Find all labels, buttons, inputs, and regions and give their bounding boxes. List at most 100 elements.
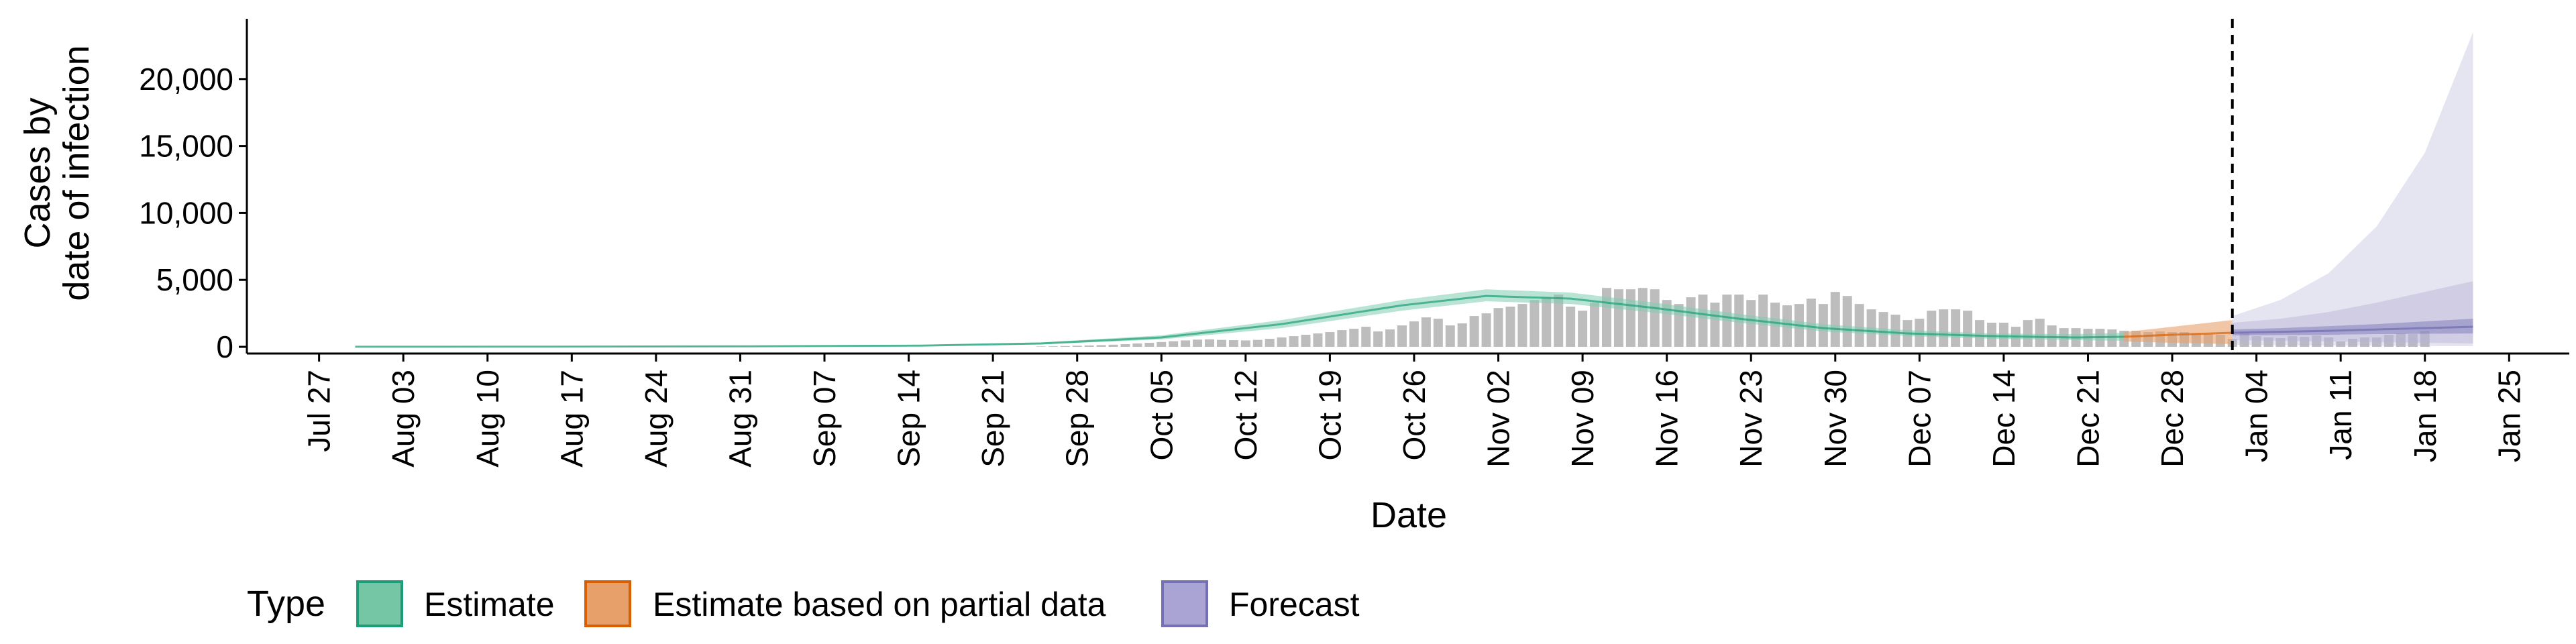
reported-cases-bar xyxy=(1252,339,1263,347)
reported-cases-bar xyxy=(2251,336,2261,347)
x-tick-label: Sep 28 xyxy=(1060,370,1095,468)
y-axis-title-line: date of infection xyxy=(56,45,97,301)
reported-cases-bar xyxy=(2348,339,2358,347)
reported-cases-bar xyxy=(1144,343,1155,347)
x-tick-label: Jan 25 xyxy=(2491,370,2526,462)
reported-cases-bar xyxy=(1433,319,1443,347)
legend-swatch xyxy=(1161,580,1208,627)
reported-cases-bar xyxy=(1963,311,1973,347)
x-tick-label: Jan 18 xyxy=(2408,370,2443,462)
reported-cases-bar xyxy=(1265,339,1275,347)
reported-cases-bar xyxy=(1373,331,1383,347)
x-tick-label: Dec 14 xyxy=(1986,370,2021,468)
forecast-median-line xyxy=(2232,325,2473,334)
reported-cases-bar xyxy=(1457,323,1467,347)
x-tick-label: Nov 23 xyxy=(1733,370,1768,468)
x-tick-label: Jul 27 xyxy=(302,370,337,452)
reported-cases-bar xyxy=(1409,321,1419,347)
reported-cases-bar xyxy=(2360,337,2370,347)
reported-cases-bar xyxy=(1505,307,1515,347)
x-tick-label: Oct 26 xyxy=(1397,370,1432,461)
x-tick-label: Dec 21 xyxy=(2070,370,2105,468)
x-tick-label: Nov 02 xyxy=(1481,370,1516,468)
legend-title: Type xyxy=(247,584,325,624)
reported-cases-bar xyxy=(2035,319,2045,347)
reported-cases-bar xyxy=(1939,309,1949,347)
reported-cases-bar xyxy=(1349,329,1359,347)
reported-cases-bar xyxy=(1036,346,1046,347)
reported-cases-bar xyxy=(1445,325,1455,347)
reported-cases-bar xyxy=(1169,341,1179,347)
reported-cases-bar xyxy=(1517,304,1527,347)
reported-cases-bar xyxy=(2336,341,2346,347)
x-tick-label: Aug 17 xyxy=(554,370,589,468)
legend-label: Estimate xyxy=(424,586,555,623)
reported-cases-bar xyxy=(1120,344,1130,347)
reported-cases-bar xyxy=(1710,303,1720,347)
reported-cases-bar xyxy=(1072,345,1082,347)
reported-cases-bar xyxy=(2275,338,2286,347)
x-tick-label: Jan 04 xyxy=(2239,370,2274,462)
reported-cases-bar xyxy=(1542,297,1552,347)
reported-cases-bar xyxy=(1421,317,1431,347)
reported-cases-bar xyxy=(1301,335,1311,347)
y-tick-label: 10,000 xyxy=(139,195,233,230)
reported-cases-bar xyxy=(1289,336,1299,347)
legend-swatch xyxy=(584,580,631,627)
legend-label: Forecast xyxy=(1229,586,1360,623)
reported-cases-bar xyxy=(1951,309,1961,347)
reported-cases-bar xyxy=(1132,343,1142,347)
reported-cases-bar xyxy=(1830,292,1840,347)
reported-cases-bar xyxy=(2263,337,2273,347)
reported-cases-bar xyxy=(2408,334,2418,347)
reported-cases-bar xyxy=(2239,332,2249,347)
reported-cases-bar xyxy=(2312,335,2322,347)
reported-cases-bar xyxy=(1613,289,1623,347)
reported-cases-bar xyxy=(1060,345,1070,347)
x-tick-label: Nov 16 xyxy=(1650,370,1684,468)
x-tick-label: Aug 03 xyxy=(386,370,421,468)
x-tick-label: Nov 30 xyxy=(1818,370,1853,468)
reported-cases-bar xyxy=(1578,311,1588,347)
x-tick-label: Oct 05 xyxy=(1144,370,1179,461)
forecast-outer-band xyxy=(2232,32,2473,347)
x-tick-label: Sep 21 xyxy=(975,370,1010,468)
reported-cases-bar xyxy=(1638,288,1648,347)
reported-cases-bar xyxy=(1625,289,1635,347)
reported-cases-bar xyxy=(1927,311,1937,347)
reported-cases-bar xyxy=(2288,336,2298,347)
reported-cases-bar xyxy=(1337,330,1347,347)
reported-cases-bar xyxy=(1313,333,1323,347)
x-tick-label: Aug 24 xyxy=(639,370,674,468)
reported-cases-bar xyxy=(2383,335,2394,347)
legend-swatch xyxy=(356,580,403,627)
legend-label: Estimate based on partial data xyxy=(653,586,1106,623)
reported-cases-bar xyxy=(1385,329,1395,347)
reported-cases-bar xyxy=(2300,337,2310,347)
y-tick-label: 20,000 xyxy=(139,62,233,97)
estimate-median-line xyxy=(355,294,2125,348)
reported-cases-bar xyxy=(1181,340,1191,347)
reported-cases-bar xyxy=(1686,297,1696,347)
axes: 0 5,000 10,000 15,000 20,000 Jul 27 Aug 03 Aug … xyxy=(139,19,2569,468)
legend: Type Estimate Estimate based on partial da… xyxy=(247,580,1360,627)
x-tick-label: Oct 12 xyxy=(1228,370,1263,461)
reported-cases-bar xyxy=(2372,337,2381,347)
reported-cases-bar xyxy=(1590,303,1600,347)
x-axis-title: Date xyxy=(1371,495,1447,535)
partial-estimate-band xyxy=(2124,320,2233,345)
reported-cases-bar xyxy=(1469,316,1479,347)
reported-cases-bar xyxy=(2420,331,2430,347)
x-tick-label: Nov 09 xyxy=(1565,370,1600,468)
reported-cases-bar xyxy=(1205,339,1215,347)
reported-cases-bar xyxy=(1529,300,1540,347)
reported-cases-bar xyxy=(1698,294,1708,347)
reported-cases-bar xyxy=(1108,344,1118,347)
x-tick-label: Dec 07 xyxy=(1902,370,1937,468)
plot-area xyxy=(355,19,2473,354)
y-tick-label: 0 xyxy=(216,329,233,364)
y-tick-label: 15,000 xyxy=(139,129,233,164)
x-tick-label: Jan 11 xyxy=(2323,370,2358,460)
reported-cases-bar xyxy=(1084,345,1094,347)
